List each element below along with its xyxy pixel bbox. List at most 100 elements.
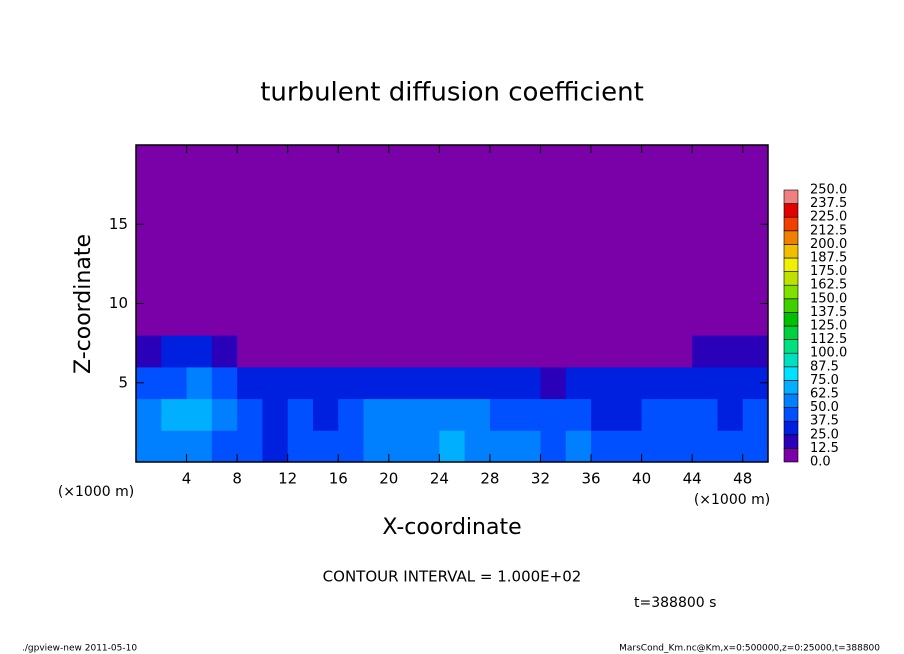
colorbar-label: 25.0 <box>810 427 839 442</box>
contour-cell <box>414 398 440 431</box>
x-unit-label: (×1000 m) <box>694 492 770 508</box>
contour-cell <box>287 303 314 336</box>
contour-cell <box>591 335 617 368</box>
contour-cell <box>591 271 617 304</box>
contour-cell <box>161 208 188 241</box>
contour-cell <box>540 398 567 431</box>
contour-cell <box>211 366 238 400</box>
colorbar-label: 162.5 <box>810 278 847 293</box>
contour-cell <box>186 145 213 178</box>
colorbar-label: 212.5 <box>810 223 847 238</box>
colorbar-label: 187.5 <box>810 251 847 266</box>
colorbar-box <box>783 216 799 232</box>
contour-cell <box>540 176 567 209</box>
contour-cell <box>742 271 769 304</box>
contour-cell <box>616 176 643 209</box>
contour-cell <box>540 208 567 241</box>
contour-cell <box>312 366 339 400</box>
contour-cell <box>464 271 491 304</box>
contour-cell <box>414 176 440 209</box>
contour-cell <box>211 398 238 431</box>
contour-cell <box>312 398 339 431</box>
contour-cell <box>641 398 668 431</box>
contour-cell <box>338 271 365 304</box>
contour-cell <box>186 430 213 463</box>
contour-cell <box>565 208 592 241</box>
contour-cell <box>692 208 718 241</box>
contour-cell <box>161 271 188 304</box>
contour-cell <box>439 208 466 241</box>
contour-cell <box>742 430 769 463</box>
contour-cell <box>641 303 668 336</box>
contour-cell <box>666 398 693 431</box>
contour-cell <box>186 271 213 304</box>
x-tick-label: 16 <box>329 470 348 488</box>
colorbar-box <box>783 434 799 449</box>
contour-cell <box>136 430 162 463</box>
contour-cell <box>237 208 263 241</box>
contour-cell <box>414 366 440 400</box>
contour-cell <box>692 145 718 178</box>
contour-cell <box>515 366 541 400</box>
contour-cell <box>489 303 516 336</box>
contour-cell <box>262 145 289 178</box>
contour-cell <box>363 145 390 178</box>
contour-cell <box>363 335 390 368</box>
contour-cell <box>312 176 339 209</box>
contour-cell <box>464 240 491 273</box>
colorbar-label: 12.5 <box>810 441 839 456</box>
contour-cell <box>666 176 693 209</box>
contour-cell <box>464 176 491 209</box>
contour-cell <box>414 335 440 368</box>
contour-cell <box>439 145 466 178</box>
contour-cell <box>515 303 541 336</box>
contour-cell <box>388 430 415 463</box>
contour-cell <box>287 176 314 209</box>
colorbar-box <box>783 352 799 368</box>
contour-cell <box>565 240 592 273</box>
contour-cell <box>540 271 567 304</box>
contour-cell <box>489 271 516 304</box>
contour-cell <box>312 271 339 304</box>
contour-cell <box>515 430 541 463</box>
contour-cell <box>414 145 440 178</box>
colorbar-label: 225.0 <box>810 210 847 225</box>
contour-cell <box>717 208 744 241</box>
contour-cell <box>161 240 188 273</box>
contour-cell <box>717 430 744 463</box>
colorbar-label: 250.0 <box>810 183 847 198</box>
contour-cell <box>363 208 390 241</box>
contour-cell <box>414 208 440 241</box>
contour-cell <box>414 271 440 304</box>
contour-cell <box>515 208 541 241</box>
y-tick-label: 5 <box>118 373 128 391</box>
contour-cell <box>666 208 693 241</box>
contour-cell <box>439 303 466 336</box>
colorbar-label: 62.5 <box>810 387 839 402</box>
colorbar-label: 37.5 <box>810 414 839 429</box>
contour-cell <box>161 430 188 463</box>
contour-cell <box>161 366 188 400</box>
contour-cell <box>363 430 390 463</box>
contour-cell <box>489 335 516 368</box>
contour-cell <box>136 303 162 336</box>
x-unit-label: (×1000 m) <box>58 484 134 500</box>
contour-cell <box>641 176 668 209</box>
contour-cell <box>186 208 213 241</box>
colorbar-box <box>783 244 799 259</box>
colorbar-box <box>783 339 799 354</box>
contour-cell <box>287 145 314 178</box>
contour-cell <box>262 240 289 273</box>
contour-cell <box>287 208 314 241</box>
contour-cell <box>338 303 365 336</box>
contour-cell <box>312 208 339 241</box>
colorbar-box <box>783 203 799 218</box>
contour-cell <box>388 240 415 273</box>
contour-cell <box>641 240 668 273</box>
contour-cell <box>515 176 541 209</box>
contour-cell <box>237 176 263 209</box>
contour-cell <box>237 145 263 178</box>
contour-cell <box>692 271 718 304</box>
contour-cell <box>388 335 415 368</box>
contour-cell <box>237 335 263 368</box>
